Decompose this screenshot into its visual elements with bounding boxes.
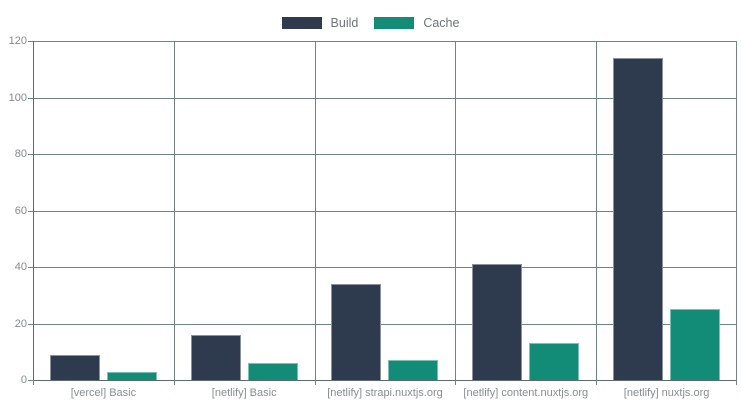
build-series-swatch [281, 17, 322, 29]
x-tick-mark [455, 380, 457, 385]
y-tick-mark [28, 323, 33, 325]
gridline-y-120 [33, 41, 737, 42]
bar-build-3 [472, 264, 523, 380]
y-tick-label-20: 20 [14, 317, 27, 330]
bar-cache-4 [670, 309, 721, 380]
bar-group-1 [174, 334, 315, 380]
gridline-x-5 [736, 41, 737, 380]
bar-group-3 [455, 264, 596, 380]
x-axis-line [33, 380, 737, 381]
plot-area [33, 41, 737, 381]
y-tick-label-60: 60 [14, 204, 27, 217]
bar-cache-0 [106, 371, 157, 380]
x-tick-mark [173, 380, 175, 385]
y-tick-mark [28, 41, 33, 42]
bar-build-2 [331, 283, 382, 380]
y-tick-label-100: 100 [8, 91, 27, 104]
bar-cache-3 [529, 343, 580, 380]
y-tick-mark [28, 154, 33, 155]
gridline-y-80 [33, 154, 737, 155]
gridline-x-1 [173, 41, 175, 380]
y-axis-line [33, 41, 34, 380]
y-tick-mark [28, 267, 33, 268]
gridline-x-4 [596, 41, 598, 380]
y-tick-label-120: 120 [8, 35, 27, 47]
bar-group-2 [315, 283, 456, 380]
y-tick-label-40: 40 [14, 261, 27, 273]
x-category-label-4: [netlify] nuxtjs.org [623, 387, 710, 399]
bar-cache-1 [247, 363, 298, 380]
bar-build-1 [190, 334, 241, 380]
legend-item-build[interactable]: Build [281, 16, 359, 30]
x-category-label-0: [vercel] Basic [70, 387, 137, 399]
y-tick-label-80: 80 [14, 148, 27, 160]
bar-cache-2 [388, 360, 439, 380]
x-tick-mark [33, 380, 34, 385]
x-tick-mark [596, 380, 598, 385]
gridline-y-40 [33, 267, 737, 268]
x-category-label-3: [netlify] content.nuxtjs.org [463, 387, 589, 399]
x-category-label-1: [netlify] Basic [211, 387, 277, 399]
cache-series-swatch [374, 17, 415, 29]
gridline-y-60 [33, 210, 737, 212]
gridline-x-2 [314, 41, 316, 380]
x-category-label-2: [netlify] strapi.nuxtjs.org [327, 387, 443, 399]
legend-item-cache[interactable]: Cache [374, 16, 459, 30]
y-tick-mark [28, 210, 33, 212]
bar-group-4 [596, 57, 737, 380]
x-tick-mark [736, 380, 737, 385]
bar-group-0 [33, 354, 174, 380]
gridline-y-20 [33, 323, 737, 325]
gridline-x-3 [455, 41, 457, 380]
chart-legend: Build Cache [0, 13, 741, 33]
y-tick-mark [28, 380, 33, 381]
y-tick-mark [28, 97, 33, 99]
legend-label-cache: Cache [423, 16, 460, 30]
x-tick-mark [314, 380, 316, 385]
y-tick-label-0: 0 [20, 374, 27, 386]
legend-label-build: Build [330, 16, 359, 30]
bar-build-4 [613, 57, 664, 380]
gridline-y-100 [33, 97, 737, 99]
bar-build-0 [49, 354, 100, 380]
